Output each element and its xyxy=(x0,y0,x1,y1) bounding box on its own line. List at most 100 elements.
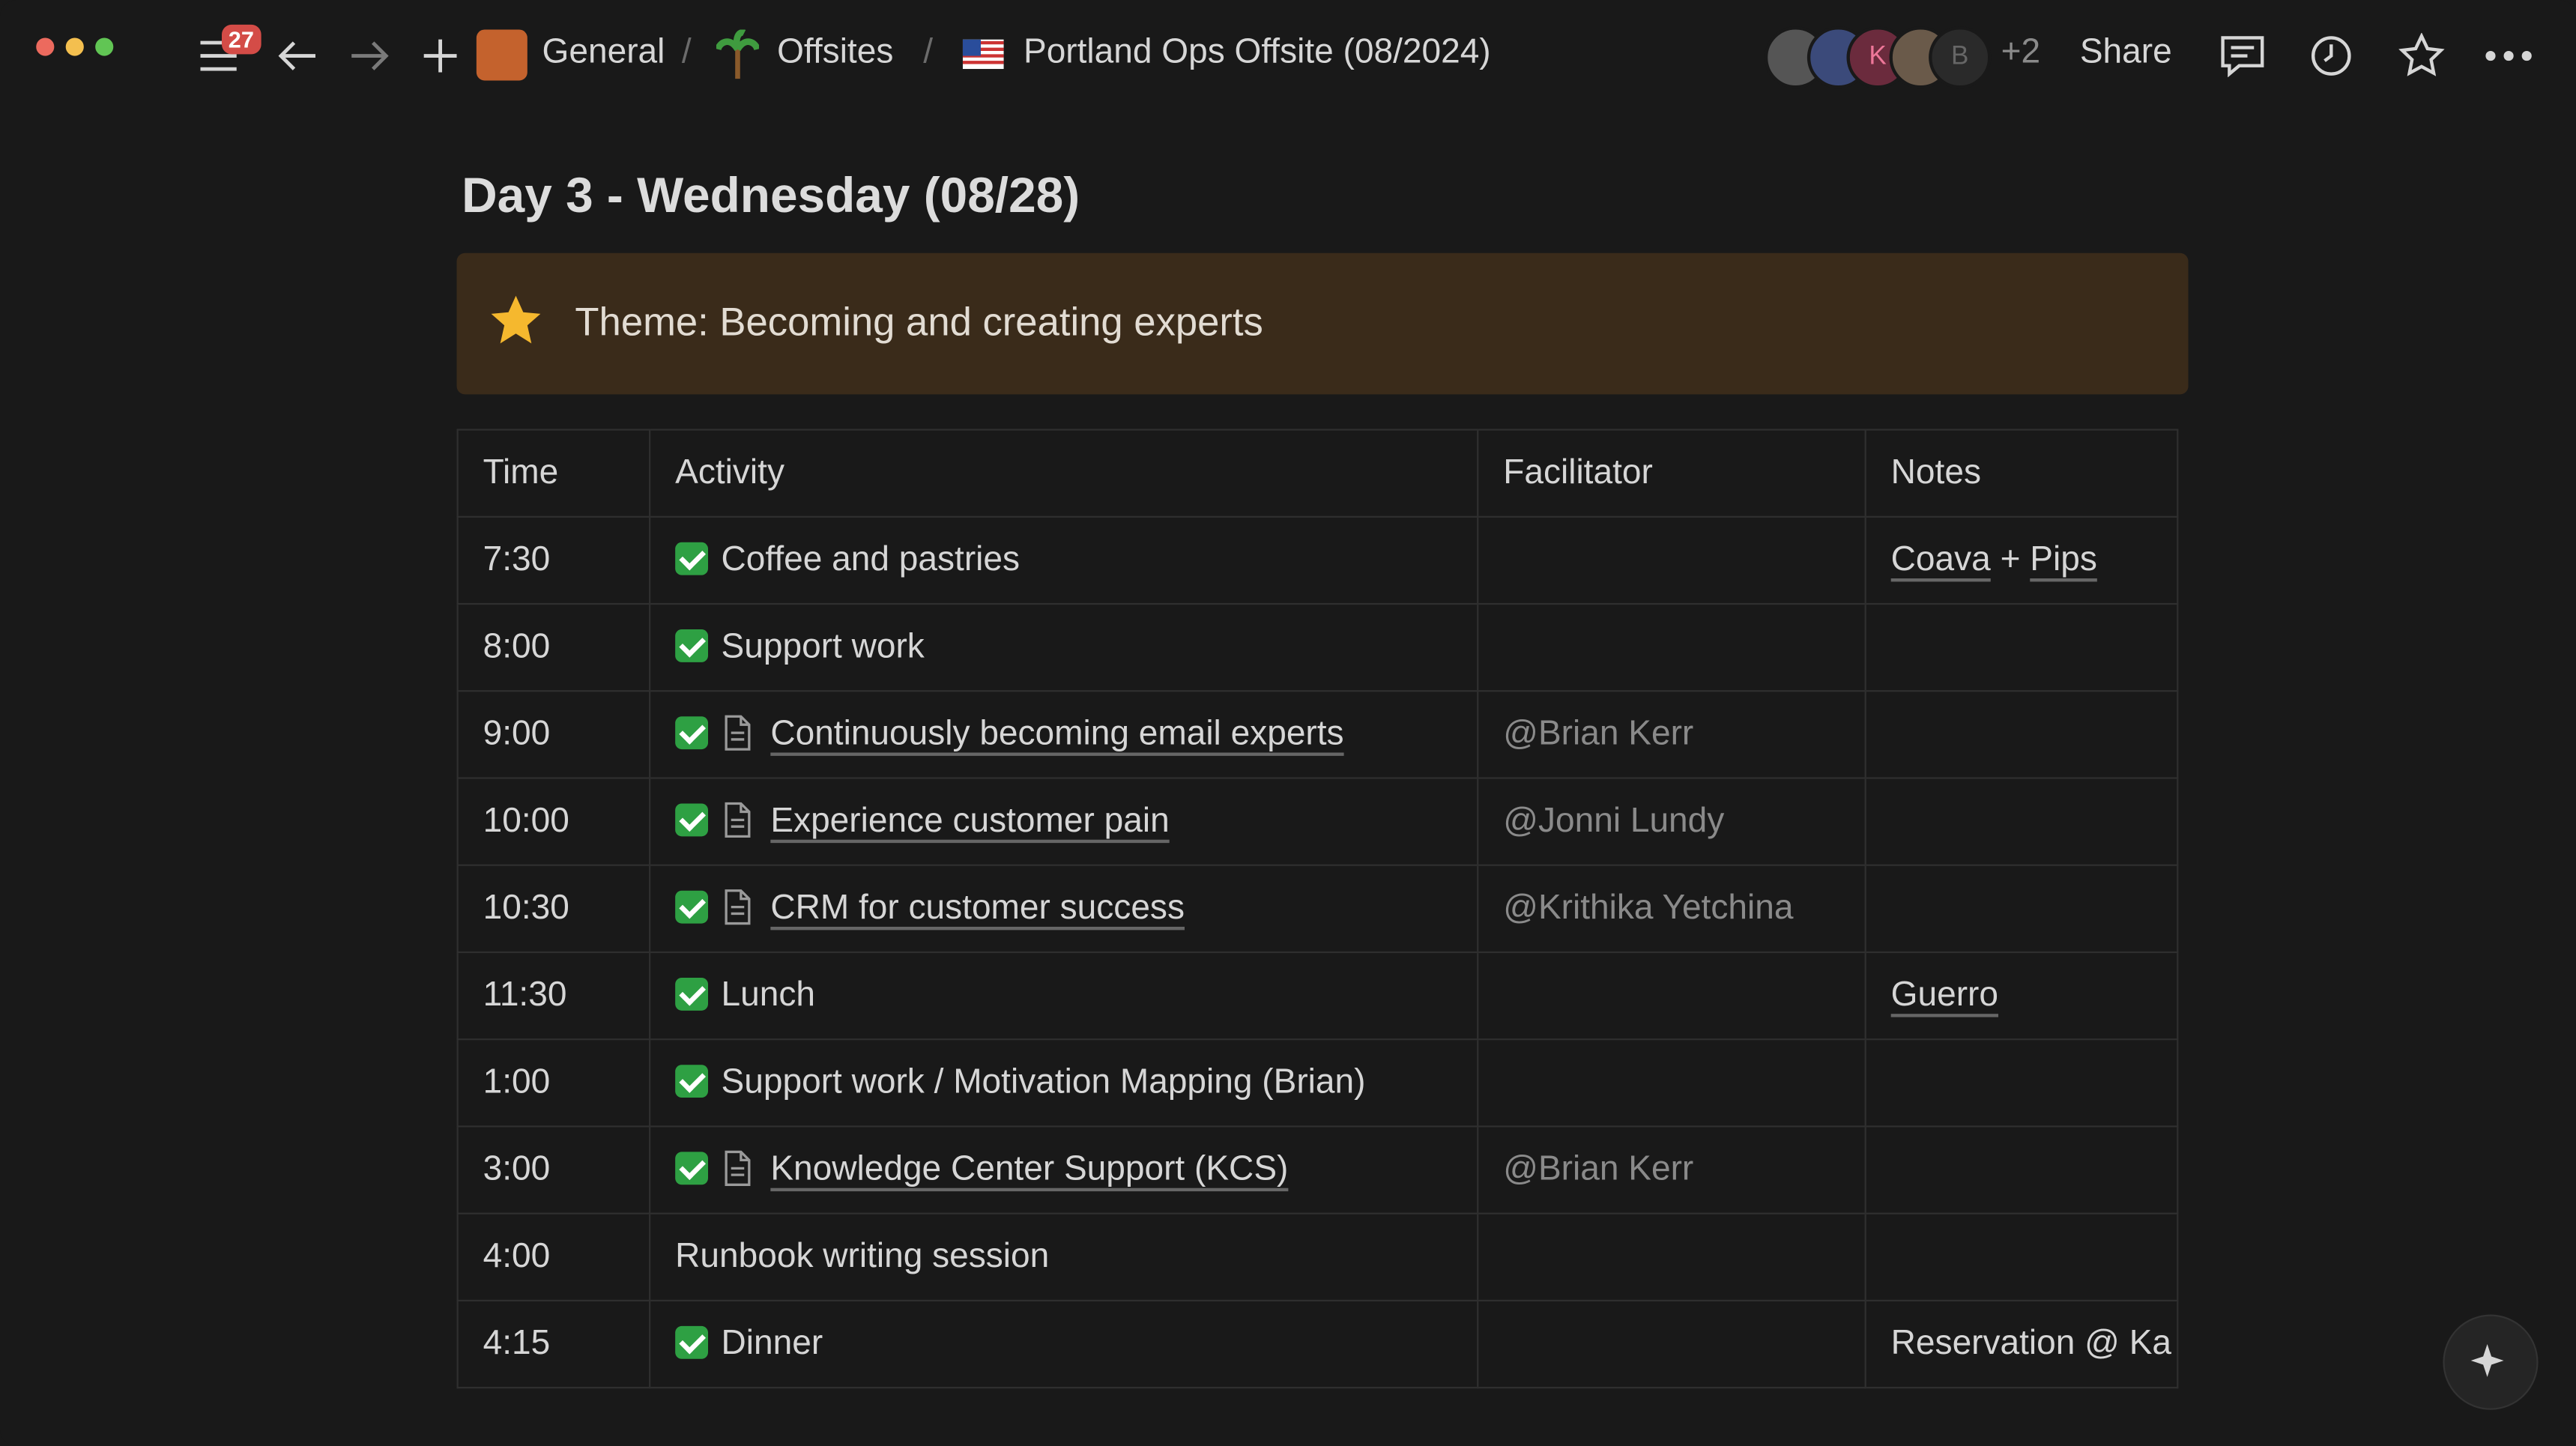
time-cell[interactable]: 4:15 xyxy=(456,1299,651,1389)
activity-cell[interactable]: Coffee and pastries xyxy=(649,515,1479,605)
activity-cell[interactable]: Support work / Motivation Mapping (Brian… xyxy=(649,1038,1479,1128)
time-cell[interactable]: 7:30 xyxy=(456,515,651,605)
notes-cell[interactable] xyxy=(1864,864,2179,954)
activity-text[interactable]: Experience customer pain xyxy=(770,802,1170,840)
note-link[interactable]: Pips xyxy=(2030,540,2097,579)
time-cell[interactable]: 1:00 xyxy=(456,1038,651,1128)
ai-button[interactable] xyxy=(2443,1314,2539,1410)
facilitator-cell[interactable] xyxy=(1477,515,1866,605)
comments-button[interactable] xyxy=(2219,34,2265,78)
activity-cell[interactable]: Support work xyxy=(649,602,1479,692)
time-cell[interactable]: 11:30 xyxy=(456,951,651,1041)
activity-cell[interactable]: Experience customer pain xyxy=(649,777,1479,866)
facilitator-cell[interactable] xyxy=(1477,602,1866,692)
checkmark xyxy=(675,542,709,575)
notification-badge[interactable]: 27 xyxy=(222,24,261,55)
callout-text: Theme: Becoming and creating experts xyxy=(575,300,1263,345)
activity-text: Support work / Motivation Mapping (Brian… xyxy=(721,1063,1366,1101)
activity-text: Runbook writing session xyxy=(675,1237,1050,1275)
activity-cell[interactable]: Lunch xyxy=(649,951,1479,1041)
table-row: 8:00 Support work xyxy=(456,602,2179,692)
doc-icon xyxy=(725,802,751,838)
activity-text[interactable]: Continuously becoming email experts xyxy=(770,715,1344,753)
column-header[interactable]: Activity xyxy=(649,429,1479,518)
activity-cell[interactable]: CRM for customer success xyxy=(649,864,1479,954)
table-row: 7:30 Coffee and pastries Coava + Pips xyxy=(456,515,2179,605)
breadcrumb[interactable]: Offsites xyxy=(777,32,894,71)
activity-cell[interactable]: Knowledge Center Support (KCS) xyxy=(649,1125,1479,1214)
star-icon xyxy=(491,295,541,344)
table-row: 9:00 Continuously becoming email experts @… xyxy=(456,690,2179,779)
activity-text: Lunch xyxy=(721,975,816,1014)
time-cell[interactable]: 4:00 xyxy=(456,1212,651,1302)
checkmark xyxy=(675,629,709,662)
checkmark xyxy=(675,1152,709,1185)
separator: / xyxy=(923,32,934,71)
page-title[interactable]: Day 3 - Wednesday (08/28) xyxy=(462,169,1080,224)
activity-text[interactable]: CRM for customer success xyxy=(770,889,1185,927)
notes-cell[interactable]: Coava + Pips xyxy=(1864,515,2179,605)
facilitator-mention[interactable]: @Jonni Lundy xyxy=(1503,802,1725,840)
back-button[interactable] xyxy=(276,36,318,76)
time-cell[interactable]: 9:00 xyxy=(456,690,651,779)
palm-icon xyxy=(716,29,759,79)
facilitator-cell[interactable] xyxy=(1477,1212,1866,1302)
facilitator-cell[interactable]: @Brian Kerr xyxy=(1477,690,1866,779)
facilitator-cell[interactable] xyxy=(1477,1038,1866,1128)
checkmark xyxy=(675,716,709,750)
time-cell[interactable]: 3:00 xyxy=(456,1125,651,1214)
breadcrumb[interactable]: Portland Ops Offsite (08/2024) xyxy=(1023,32,1491,71)
facilitator-mention[interactable]: @Brian Kerr xyxy=(1503,715,1694,753)
facilitator-cell[interactable]: @Brian Kerr xyxy=(1477,1125,1866,1214)
notes-cell[interactable]: Guerro xyxy=(1864,951,2179,1041)
column-header[interactable]: Notes xyxy=(1864,429,2179,518)
activity-cell[interactable]: Runbook writing session xyxy=(649,1212,1479,1302)
time-cell[interactable]: 10:30 xyxy=(456,864,651,954)
checkmark xyxy=(675,890,709,924)
table-row: 4:15 Dinner Reservation @ Ka xyxy=(456,1299,2179,1389)
zoom-button[interactable] xyxy=(95,37,114,56)
activity-text[interactable]: Knowledge Center Support (KCS) xyxy=(770,1150,1289,1188)
notes-cell[interactable] xyxy=(1864,1125,2179,1214)
facilitator-cell[interactable]: @Krithika Yetchina xyxy=(1477,864,1866,954)
notes-cell[interactable] xyxy=(1864,602,2179,692)
notes-cell[interactable] xyxy=(1864,1212,2179,1302)
close-button[interactable] xyxy=(36,37,55,56)
doc-icon xyxy=(725,1150,751,1186)
table-row: 10:00 Experience customer pain @Jonni Lund… xyxy=(456,777,2179,866)
notes-cell[interactable] xyxy=(1864,777,2179,866)
flag-icon xyxy=(962,39,1004,70)
breadcrumb[interactable]: General xyxy=(542,32,665,71)
share-button[interactable]: Share xyxy=(2079,32,2172,71)
table-row: 4:00 Runbook writing session xyxy=(456,1212,2179,1302)
favorite-button[interactable] xyxy=(2398,32,2445,79)
column-header[interactable]: Facilitator xyxy=(1477,429,1866,518)
time-cell[interactable]: 8:00 xyxy=(456,602,651,692)
activity-text: Support work xyxy=(721,627,925,666)
minimize-button[interactable] xyxy=(65,37,84,56)
facilitator-cell[interactable] xyxy=(1477,1299,1866,1389)
doc-icon xyxy=(725,715,751,751)
facilitator-cell[interactable]: @Jonni Lundy xyxy=(1477,777,1866,866)
checkmark xyxy=(675,977,709,1011)
time-cell[interactable]: 10:00 xyxy=(456,777,651,866)
general-icon xyxy=(476,29,527,81)
activity-cell[interactable]: Dinner xyxy=(649,1299,1479,1389)
column-header[interactable]: Time xyxy=(456,429,651,518)
note-text: + xyxy=(1990,540,2031,579)
activity-cell[interactable]: Continuously becoming email experts xyxy=(649,690,1479,779)
new-page-button[interactable] xyxy=(420,36,460,76)
notes-cell[interactable]: Reservation @ Ka xyxy=(1864,1299,2179,1389)
history-button[interactable] xyxy=(2310,34,2353,77)
facilitator-mention[interactable]: @Brian Kerr xyxy=(1503,1150,1694,1188)
notes-cell[interactable] xyxy=(1864,690,2179,779)
note-link[interactable]: Guerro xyxy=(1890,975,1998,1014)
more-button[interactable] xyxy=(2484,49,2533,63)
facilitator-cell[interactable] xyxy=(1477,951,1866,1041)
note-link[interactable]: Coava xyxy=(1890,540,1991,579)
facilitator-mention[interactable]: @Krithika Yetchina xyxy=(1503,889,1794,927)
more-people[interactable]: +2 xyxy=(2001,32,2041,71)
forward-button[interactable] xyxy=(348,36,391,76)
avatar[interactable]: B xyxy=(1929,26,1992,89)
notes-cell[interactable] xyxy=(1864,1038,2179,1128)
